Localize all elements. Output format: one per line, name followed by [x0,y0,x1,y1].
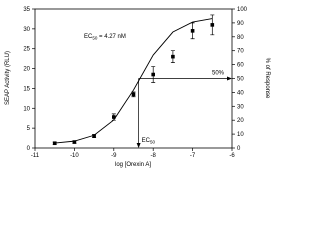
data-point [52,141,57,146]
x-tick-label: -11 [31,153,40,159]
x-tick-label: -6 [229,153,235,159]
y-tick-label: 10 [23,106,30,112]
y-tick-label: 20 [23,67,30,73]
data-point [92,134,96,138]
y2-tick-label: 50 [237,77,244,83]
data-point [112,115,116,119]
y2-tick-label: 60 [237,63,244,69]
y2-tick-label: 70 [237,49,244,55]
y2-tick-label: 30 [237,104,244,110]
y2-axis-label: % of Response [264,58,270,99]
data-point [131,92,136,97]
y-tick-label: 25 [23,47,30,53]
y2-tick-label: 100 [237,7,248,13]
data-point [210,23,215,27]
arrowhead [227,76,232,81]
ec50-label-sub: 50 [150,140,156,145]
x-tick-label: -8 [151,153,157,159]
y-tick-label: 0 [27,146,31,152]
x-tick-label: -7 [190,153,196,159]
y-tick-label: 35 [23,7,30,13]
y2-tick-label: 40 [237,90,244,96]
data-point [72,140,77,144]
x-tick-label: -10 [70,153,79,159]
data-point [151,72,155,77]
data-point [190,29,195,33]
y-tick-label: 5 [27,126,31,132]
ec50-annotation: EC50 = 4.27 nM [84,34,126,41]
fit-curve [54,18,213,144]
y2-tick-label: 20 [237,118,244,124]
y2-tick-label: 0 [237,146,241,152]
y2-tick-label: 90 [237,21,244,27]
ec50-label-main: EC [142,138,151,144]
data-point [171,54,175,59]
y2-tick-label: 80 [237,35,244,41]
chart: log [Orexin A] SEAP Activity (RLU) % of … [5,7,270,168]
arrowhead [136,143,141,148]
y-tick-label: 30 [23,27,30,33]
y-tick-label: 15 [23,86,30,92]
x-axis-label: log [Orexin A] [115,162,151,168]
ec50-label: EC50 [142,138,156,145]
x-tick-label: -9 [111,153,117,159]
reference-label: 50% [212,71,225,77]
y2-tick-label: 10 [237,132,244,138]
y-axis-label: SEAP Activity (RLU) [5,51,11,105]
